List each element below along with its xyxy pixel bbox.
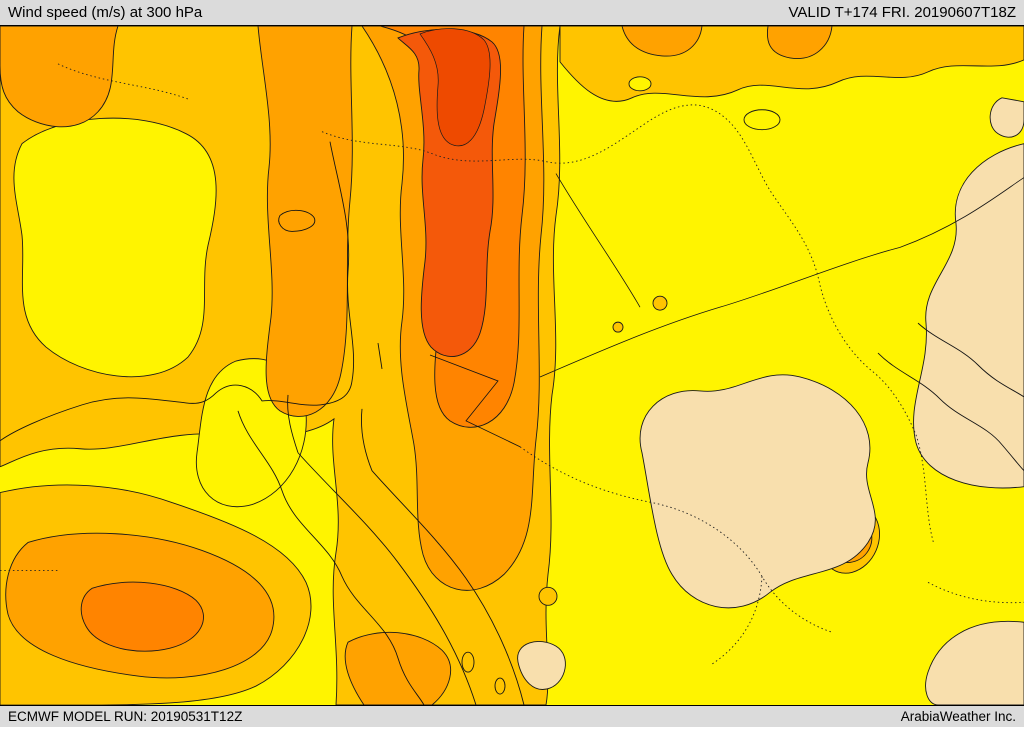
cream-center-right — [639, 374, 876, 609]
orange-top-spot-2 — [767, 26, 833, 59]
syria-iraq-border — [555, 173, 641, 308]
map-title: Wind speed (m/s) at 300 hPa — [8, 4, 203, 21]
orange-left-band — [257, 26, 353, 417]
orange-top-spot-1 — [621, 26, 703, 57]
saudi-interior-border — [519, 446, 833, 633]
orange-top-left-corner — [0, 26, 119, 128]
levant-egypt-coastline — [0, 141, 355, 442]
wind-speed-map — [0, 26, 1024, 705]
persian-gulf-south-shore — [877, 352, 1024, 472]
orange-bottom-band-patch — [344, 631, 451, 705]
footer-bar: ECMWF MODEL RUN: 20190531T12Z ArabiaWeat… — [0, 705, 1024, 727]
persian-gulf-north-shore — [917, 322, 1024, 398]
dead-sea — [377, 342, 383, 370]
cream-right-edge — [913, 143, 1024, 489]
dark-orange-bottom-left — [80, 581, 204, 652]
cyprus-island — [278, 210, 316, 232]
yellow-island-2 — [743, 109, 781, 131]
political-borders-solid — [429, 173, 1024, 448]
nile-river — [237, 410, 425, 705]
iran-interior-border — [915, 434, 935, 545]
gold-speck-2 — [652, 295, 668, 311]
attribution-label: ArabiaWeather Inc. — [900, 709, 1016, 724]
gulf-of-suez — [287, 394, 299, 453]
header-bar: Wind speed (m/s) at 300 hPa VALID T+174 … — [0, 0, 1024, 26]
gold-speck-3 — [612, 321, 624, 333]
jet-core-max — [419, 28, 491, 147]
wind-speed-contour-map — [0, 26, 1024, 705]
red-sea-west-coast — [297, 452, 477, 705]
contour-fills-cream — [517, 97, 1024, 705]
model-run-label: ECMWF MODEL RUN: 20190531T12Z — [8, 709, 243, 724]
red-sea-east-coast-aqaba — [361, 408, 525, 705]
jordan-saudi-border — [429, 354, 521, 448]
cream-bottom-center — [517, 640, 566, 690]
cream-top-right-small — [989, 97, 1024, 138]
lake-1 — [461, 651, 475, 673]
contour-fills-jet-core — [397, 28, 501, 357]
political-borders-dotted — [0, 63, 1024, 665]
lake-2 — [494, 677, 506, 695]
yellow-mediterranean-blob — [13, 117, 217, 378]
yellow-island-1 — [628, 76, 652, 92]
turkey-coast-hint — [57, 63, 191, 101]
coastlines — [0, 141, 1024, 705]
iraq-saudi-border — [539, 177, 1024, 378]
cream-bottom-right-corner — [925, 620, 1024, 705]
valid-time-label: VALID T+174 FRI. 20190607T18Z — [788, 4, 1017, 21]
gold-speck-1 — [538, 586, 558, 606]
